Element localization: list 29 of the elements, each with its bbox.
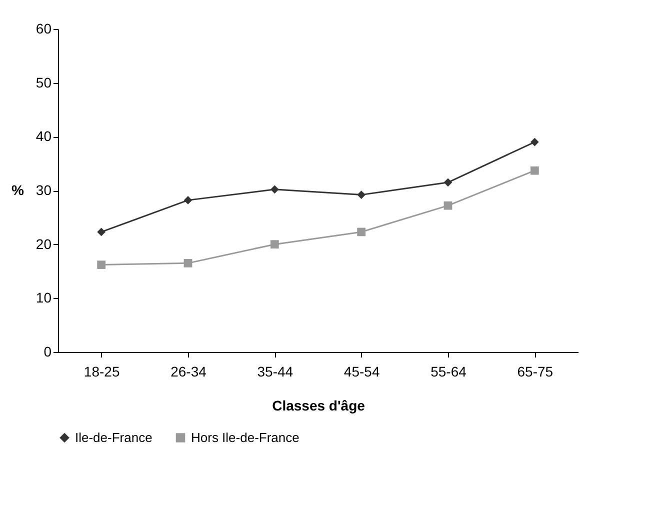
x-tick-label: 45-54 [344, 364, 380, 380]
y-tick-label: 30 [36, 182, 52, 198]
x-tick-label: 26-34 [170, 364, 207, 380]
point [97, 228, 106, 236]
point [530, 138, 539, 146]
point [270, 240, 279, 249]
point [184, 196, 192, 204]
y-tick-label: 10 [36, 290, 52, 306]
point [444, 201, 452, 210]
y-tick-label: 0 [44, 344, 52, 360]
x-tick-label: 35-44 [257, 364, 294, 380]
point [270, 185, 279, 194]
point [530, 166, 539, 175]
x-axis-title: Classes d'âge [272, 398, 366, 414]
y-tick-label: 20 [36, 236, 52, 252]
x-tick-label: 18-25 [84, 364, 120, 380]
point [184, 258, 192, 268]
point [357, 190, 366, 199]
y-tick-label: 40 [36, 128, 52, 144]
legend-label: Ile-de-France [75, 430, 152, 445]
x-tick-label: 55-64 [430, 364, 467, 380]
y-tick-label: 60 [36, 20, 52, 36]
y-axis-title: % [11, 182, 24, 198]
legend-label: Hors Ile-de-France [191, 430, 300, 445]
x-tick-label: 65-75 [517, 364, 554, 380]
point [357, 228, 366, 236]
point [444, 178, 452, 187]
point [97, 260, 106, 269]
y-tick-label: 50 [36, 74, 52, 90]
